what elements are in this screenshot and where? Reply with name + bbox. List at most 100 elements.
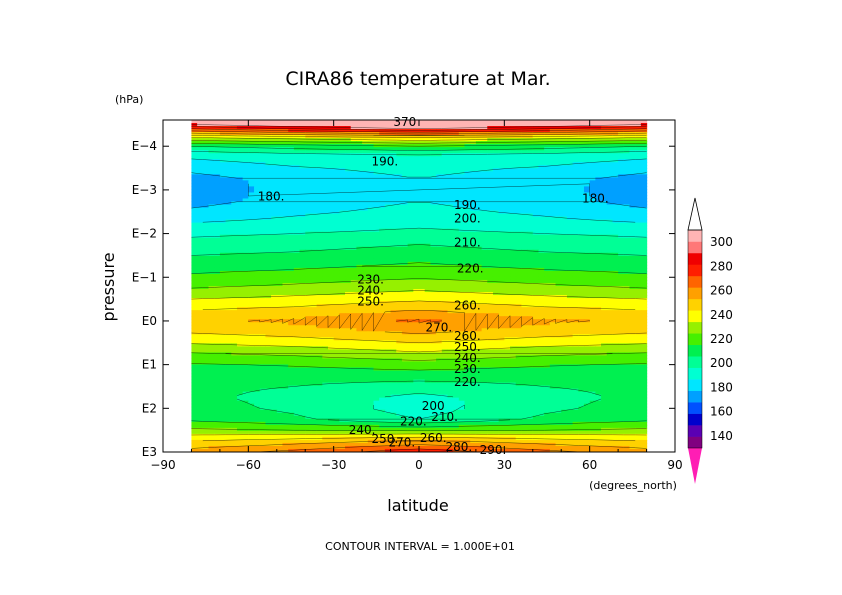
field-cell <box>510 138 517 142</box>
field-cell <box>527 153 534 157</box>
field-cell <box>276 216 284 221</box>
field-cell <box>612 286 619 290</box>
field-cell <box>407 255 414 260</box>
field-cell <box>407 252 414 257</box>
field-cell <box>475 249 483 254</box>
field-cell <box>293 282 301 287</box>
field-cell <box>612 126 619 130</box>
field-cell <box>316 279 323 284</box>
field-cell <box>191 252 198 257</box>
field-cell <box>601 171 608 175</box>
field-cell <box>595 189 602 194</box>
field-cell <box>327 150 335 154</box>
field-cell <box>350 123 358 127</box>
field-cell <box>623 286 631 290</box>
field-cell <box>436 289 443 293</box>
field-cell <box>601 216 608 221</box>
field-cell <box>214 225 221 230</box>
field-cell <box>492 210 500 215</box>
field-cell <box>197 141 204 145</box>
field-cell <box>271 231 278 236</box>
field-cell <box>504 195 511 200</box>
field-cell <box>282 216 289 221</box>
field-cell <box>424 213 431 218</box>
field-cell <box>606 165 614 169</box>
field-cell <box>390 189 397 194</box>
field-cell <box>299 198 306 203</box>
field-cell <box>521 192 528 197</box>
field-cell <box>640 298 648 302</box>
field-cell <box>276 307 284 311</box>
field-cell <box>384 177 392 181</box>
field-cell <box>197 295 204 299</box>
field-cell <box>538 171 545 175</box>
field-cell <box>231 276 238 281</box>
field-cell <box>356 144 363 148</box>
field-cell <box>601 144 608 148</box>
field-cell <box>441 222 449 227</box>
field-cell <box>225 301 232 305</box>
field-cell <box>396 246 403 251</box>
field-cell <box>396 156 403 160</box>
field-cell <box>635 231 642 236</box>
field-cell <box>356 201 363 206</box>
field-cell <box>339 126 346 130</box>
field-cell <box>538 279 545 284</box>
field-cell <box>293 267 301 272</box>
field-cell <box>236 234 244 239</box>
field-cell <box>583 168 591 172</box>
field-cell <box>492 255 500 260</box>
field-cell <box>231 135 238 139</box>
field-cell <box>623 183 631 187</box>
field-cell <box>305 307 312 311</box>
field-cell <box>390 198 397 203</box>
field-cell <box>271 298 278 302</box>
field-cell <box>555 150 562 154</box>
field-cell <box>578 165 585 169</box>
field-cell <box>481 123 488 127</box>
field-cell <box>447 240 454 245</box>
field-cell <box>487 201 494 206</box>
field-cell <box>527 292 534 296</box>
field-cell <box>225 282 232 287</box>
field-cell <box>601 168 608 172</box>
field-cell <box>271 261 278 266</box>
field-cell <box>219 246 227 251</box>
field-cell <box>288 237 295 242</box>
field-cell <box>629 279 636 284</box>
field-cell <box>527 159 534 163</box>
field-cell <box>515 219 522 224</box>
field-cell <box>396 240 403 245</box>
y-units-label: (hPa) <box>115 93 143 106</box>
field-cell <box>219 189 227 194</box>
field-cell <box>327 126 335 130</box>
field-cell <box>464 298 471 302</box>
field-cell <box>254 228 261 233</box>
field-cell <box>419 255 426 260</box>
field-cell <box>515 286 522 290</box>
field-cell <box>373 282 380 287</box>
field-cell <box>538 213 545 218</box>
field-cell <box>521 201 528 206</box>
field-cell <box>623 240 631 245</box>
field-cell <box>447 174 454 178</box>
field-cell <box>259 304 266 308</box>
field-cell <box>310 267 318 272</box>
field-cell <box>475 246 483 251</box>
field-cell <box>470 177 477 181</box>
field-cell <box>236 270 244 275</box>
field-cell <box>424 150 431 154</box>
field-cell <box>197 255 204 260</box>
field-cell <box>606 252 614 257</box>
field-cell <box>202 165 210 169</box>
field-cell <box>470 219 477 224</box>
field-cell <box>549 264 557 269</box>
field-cell <box>282 138 289 142</box>
field-cell <box>271 216 278 221</box>
field-cell <box>390 289 397 293</box>
field-cell <box>447 292 454 296</box>
field-cell <box>316 228 323 233</box>
field-cell <box>618 141 625 145</box>
field-cell <box>265 304 272 308</box>
field-cell <box>282 219 289 224</box>
